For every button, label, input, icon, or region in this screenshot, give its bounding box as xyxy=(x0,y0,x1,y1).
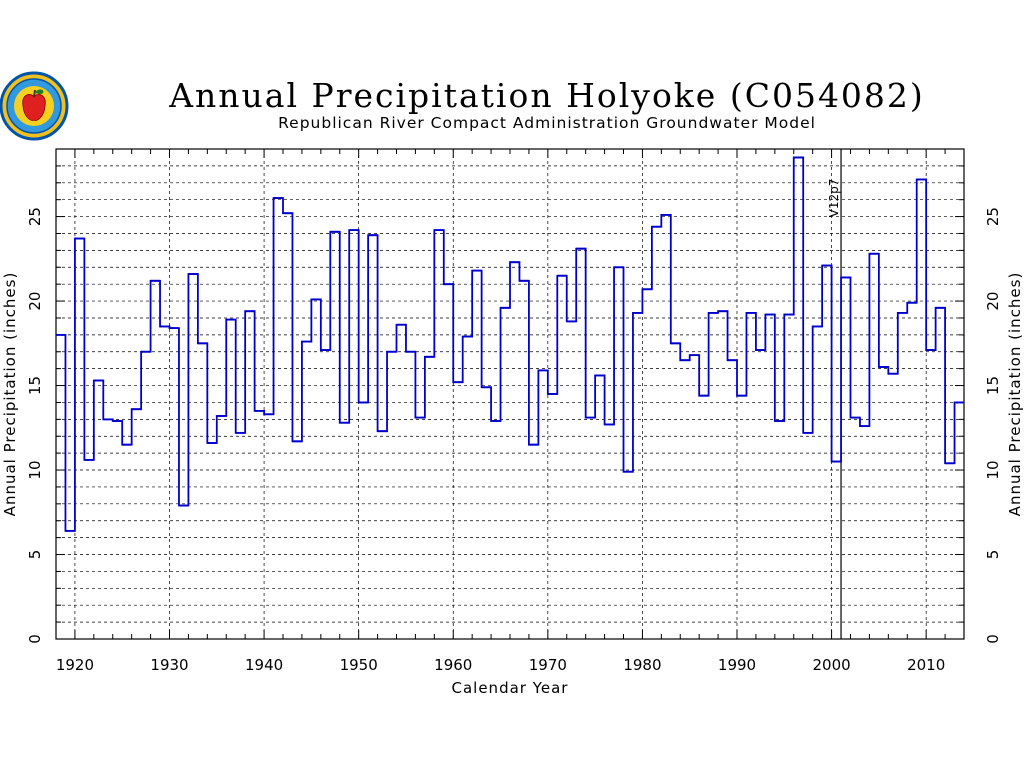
x-axis-label: Calendar Year xyxy=(452,679,569,697)
y-tick-label-left: 25 xyxy=(26,207,44,226)
chart-title: Annual Precipitation Holyoke (C054082) xyxy=(168,76,925,115)
y-tick-label-left: 5 xyxy=(26,550,44,560)
x-tick-label: 1990 xyxy=(718,656,756,674)
y-tick-label-right: 0 xyxy=(984,634,1002,644)
chart-subtitle: Republican River Compact Administration … xyxy=(278,114,816,132)
x-tick-label: 1920 xyxy=(56,656,94,674)
y-tick-labels-right: 0 5 10 15 20 25 xyxy=(984,207,1002,644)
y-tick-label-left: 15 xyxy=(26,376,44,395)
grid-lines xyxy=(56,149,964,639)
x-tick-label: 1970 xyxy=(529,656,567,674)
series-precipitation xyxy=(56,156,964,532)
x-tick-label: 2000 xyxy=(812,656,850,674)
x-tick-labels: 1920 1930 1940 1950 1960 1970 1980 1990 2000 2010 xyxy=(56,656,945,674)
rrca-apple-seal-logo xyxy=(0,71,69,141)
y-tick-label-right: 5 xyxy=(984,550,1002,560)
annotation-label: V12p7 xyxy=(827,179,841,218)
precipitation-step-line xyxy=(56,156,964,532)
plot-frame xyxy=(55,148,965,640)
y-tick-label-left: 20 xyxy=(26,292,44,311)
y-tick-label-left: 10 xyxy=(26,460,44,479)
y-axis-label-left: Annual Precipitation (inches) xyxy=(1,272,19,517)
y-tick-label-right: 10 xyxy=(984,460,1002,479)
x-tick-label: 1930 xyxy=(150,656,188,674)
annotation: V12p7 xyxy=(827,149,842,639)
y-axis-label-right: Annual Precipitation (inches) xyxy=(1006,272,1024,517)
y-tick-label-right: 25 xyxy=(984,207,1002,226)
x-tick-label: 2010 xyxy=(907,656,945,674)
x-tick-label: 1950 xyxy=(340,656,378,674)
y-tick-labels-left: 0 5 10 15 20 25 xyxy=(26,207,44,644)
x-tick-label: 1960 xyxy=(434,656,472,674)
y-tick-label-right: 15 xyxy=(984,376,1002,395)
x-tick-label: 1980 xyxy=(623,656,661,674)
y-tick-label-right: 20 xyxy=(984,292,1002,311)
y-tick-label-left: 0 xyxy=(26,634,44,644)
axis-ticks xyxy=(55,148,965,640)
x-tick-label: 1940 xyxy=(245,656,283,674)
